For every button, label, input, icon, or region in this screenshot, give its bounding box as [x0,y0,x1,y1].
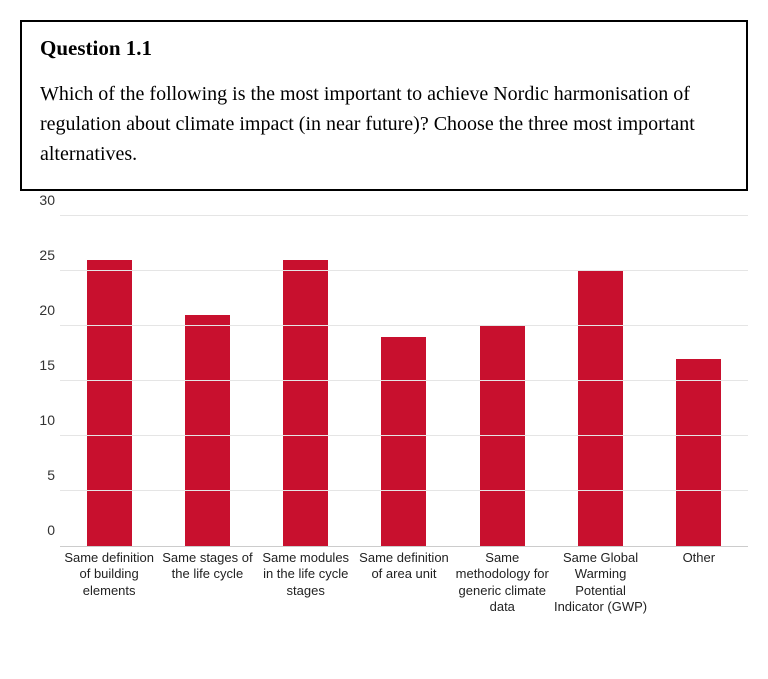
bar-slot [551,216,649,546]
gridline [60,380,748,381]
question-title: Question 1.1 [40,36,728,61]
bar [578,271,623,546]
x-axis-labels: Same definition of building elementsSame… [60,550,748,615]
x-axis-label: Same stages of the life cycle [158,550,256,615]
bar [480,326,525,546]
bar-slot [158,216,256,546]
y-tick-label: 25 [25,247,55,263]
x-axis-label: Same modules in the life cycle stages [257,550,355,615]
bar-chart: 051015202530 Same definition of building… [20,216,748,637]
plot-area: 051015202530 [60,216,748,547]
y-tick-label: 30 [25,192,55,208]
bar-slot [650,216,748,546]
bar [87,260,132,546]
y-tick-label: 5 [25,467,55,483]
gridline [60,435,748,436]
bar-slot [355,216,453,546]
question-body: Which of the following is the most impor… [40,79,728,169]
x-axis-label: Same definition of building elements [60,550,158,615]
bar [283,260,328,546]
y-tick-label: 10 [25,412,55,428]
bar-slot [257,216,355,546]
x-axis-label: Same methodology for generic climate dat… [453,550,551,615]
gridline [60,325,748,326]
gridline [60,270,748,271]
x-axis-label: Same definition of area unit [355,550,453,615]
y-tick-label: 15 [25,357,55,373]
bar [381,337,426,546]
bar-slot [60,216,158,546]
gridline [60,215,748,216]
bars-container [60,216,748,546]
y-tick-label: 20 [25,302,55,318]
x-axis-label: Same Global Warming Potential Indicator … [551,550,649,615]
bar [185,315,230,546]
question-box: Question 1.1 Which of the following is t… [20,20,748,191]
bar [676,359,721,546]
bar-slot [453,216,551,546]
gridline [60,490,748,491]
y-tick-label: 0 [25,522,55,538]
x-axis-label: Other [650,550,748,615]
